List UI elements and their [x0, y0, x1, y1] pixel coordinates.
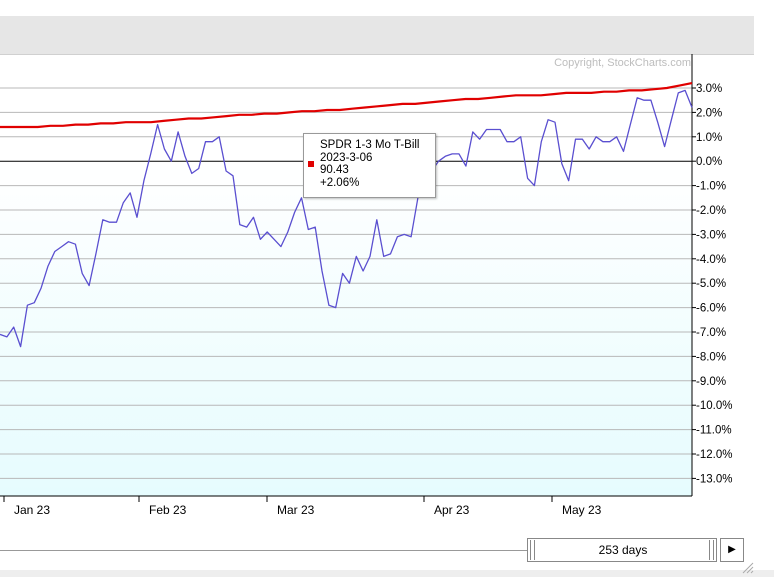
chart-toolbar — [0, 16, 754, 55]
copyright-label: Copyright, StockCharts.com — [554, 57, 691, 69]
y-tick-label: -4.0% — [696, 254, 726, 266]
x-tick-label: Apr 23 — [434, 503, 470, 517]
series-lines — [0, 82, 693, 348]
bottom-strip — [0, 570, 774, 577]
data-tooltip: SPDR 1-3 Mo T-Bill 2023-3-06 90.43 +2.06… — [303, 133, 436, 198]
range-right-handle[interactable] — [709, 540, 714, 560]
y-tick-label: -9.0% — [696, 376, 726, 388]
x-tick-label: May 23 — [562, 503, 602, 517]
y-tick-label: 3.0% — [696, 83, 722, 95]
tooltip-series-name: SPDR 1-3 Mo T-Bill — [320, 139, 420, 151]
y-tick-label: -13.0% — [696, 473, 732, 485]
resize-grip-icon[interactable] — [742, 562, 754, 574]
tooltip-date: 2023-3-06 — [320, 151, 373, 164]
y-tick-label: -7.0% — [696, 327, 726, 339]
x-tick-label: Mar 23 — [277, 503, 315, 517]
y-tick-label: -2.0% — [696, 205, 726, 217]
y-tick-label: -8.0% — [696, 351, 726, 363]
y-tick-label: 2.0% — [696, 107, 722, 119]
comparison-series-line — [0, 89, 693, 348]
series-swatch-icon — [308, 161, 314, 167]
play-button[interactable]: ▶ — [720, 538, 744, 562]
y-tick-label: 1.0% — [696, 132, 722, 144]
y-tick-label: -3.0% — [696, 229, 726, 241]
y-axis: 3.0% 2.0% 1.0% 0.0% -1.0% -2.0% -3.0% -4.0% -5.0… — [691, 54, 732, 496]
y-tick-label: -11.0% — [696, 425, 732, 437]
tbill-series-line — [0, 82, 693, 129]
y-tick-label: -5.0% — [696, 278, 726, 290]
y-tick-label: -12.0% — [696, 449, 732, 461]
play-triangle-icon: ▶ — [728, 544, 736, 555]
range-days-label: 253 days — [598, 543, 648, 557]
y-tick-label: -6.0% — [696, 303, 726, 315]
tooltip-value: 90.43 — [320, 164, 349, 176]
range-left-handle[interactable] — [530, 540, 535, 560]
x-tick-label: Jan 23 — [14, 503, 50, 517]
plot-area-background — [0, 164, 692, 496]
grid — [0, 87, 692, 479]
tooltip-change: +2.06% — [320, 176, 360, 189]
y-tick-label: -1.0% — [696, 181, 726, 193]
y-tick-label: -10.0% — [696, 400, 732, 412]
y-tick-label: 0.0% — [696, 156, 722, 168]
x-tick-label: Feb 23 — [149, 503, 187, 517]
range-selector[interactable]: 253 days — [527, 538, 717, 562]
x-axis: Jan 23 Feb 23 Mar 23 Apr 23 May 23 — [0, 495, 692, 517]
range-scroll-track[interactable] — [0, 550, 527, 551]
